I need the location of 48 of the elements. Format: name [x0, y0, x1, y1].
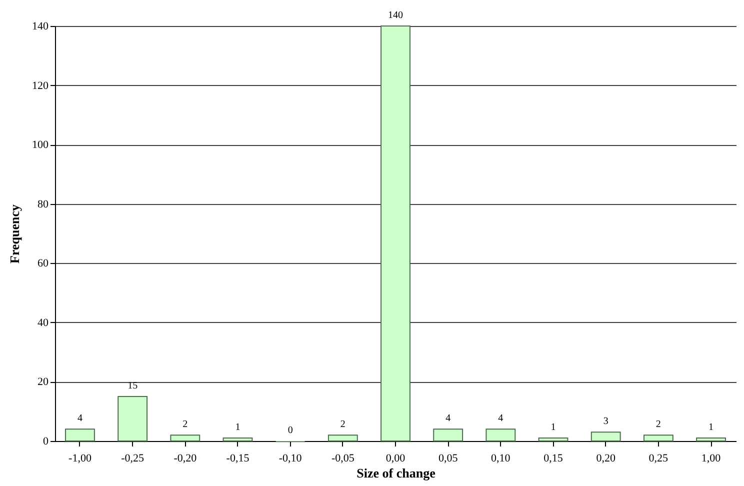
x-axis-title: Size of change: [356, 466, 436, 480]
x-tick-label: -0,10: [278, 452, 302, 464]
bar: [538, 438, 568, 442]
x-tick-label: -0,25: [121, 452, 145, 464]
bar: [65, 428, 95, 442]
y-tick-label: 60: [38, 258, 49, 270]
y-tick-label: 120: [32, 80, 49, 92]
bar: [486, 428, 516, 442]
x-tick-label: -0,20: [174, 452, 198, 464]
x-tick-label: -1,00: [68, 452, 92, 464]
x-tick-label: 0,15: [544, 452, 564, 464]
y-tick-label: 20: [38, 376, 49, 388]
data-label: 2: [340, 419, 346, 430]
x-tick-label: 1,00: [701, 452, 722, 464]
data-label: 1: [235, 422, 240, 434]
y-axis-title: Frequency: [7, 204, 22, 264]
bar: [222, 438, 253, 442]
data-label: 15: [128, 380, 138, 392]
bar: [590, 432, 621, 442]
y-tick-label: 40: [38, 316, 49, 329]
x-tick-label: 0,20: [596, 452, 616, 464]
data-label: 0: [288, 425, 293, 436]
bar: [328, 434, 358, 442]
bar: [696, 438, 726, 442]
bar: [433, 428, 464, 442]
data-label: 4: [446, 413, 451, 424]
y-tick-label: 140: [32, 20, 49, 32]
bar: [170, 434, 200, 442]
y-tick-label: 100: [32, 139, 49, 152]
y-tick-label: 80: [38, 198, 49, 210]
x-tick-label: -0,15: [226, 452, 250, 464]
data-label: 140: [388, 10, 403, 21]
x-tick-label: 0,05: [438, 452, 458, 464]
data-label: 3: [603, 416, 608, 428]
bar: [380, 26, 410, 442]
data-label: 2: [182, 419, 188, 430]
data-label: 4: [77, 413, 82, 424]
x-tick-label: 0,25: [648, 452, 669, 464]
x-tick-label: 0,10: [491, 452, 511, 464]
bar: [643, 434, 674, 442]
data-label: 4: [498, 413, 504, 424]
y-tick-label: 0: [43, 436, 49, 448]
x-tick-label: -0,05: [331, 452, 355, 464]
data-label: 1: [550, 422, 556, 434]
data-label: 2: [656, 419, 661, 430]
data-label: 1: [708, 422, 714, 434]
x-tick-label: 0,00: [386, 452, 406, 464]
bar: [118, 396, 148, 442]
